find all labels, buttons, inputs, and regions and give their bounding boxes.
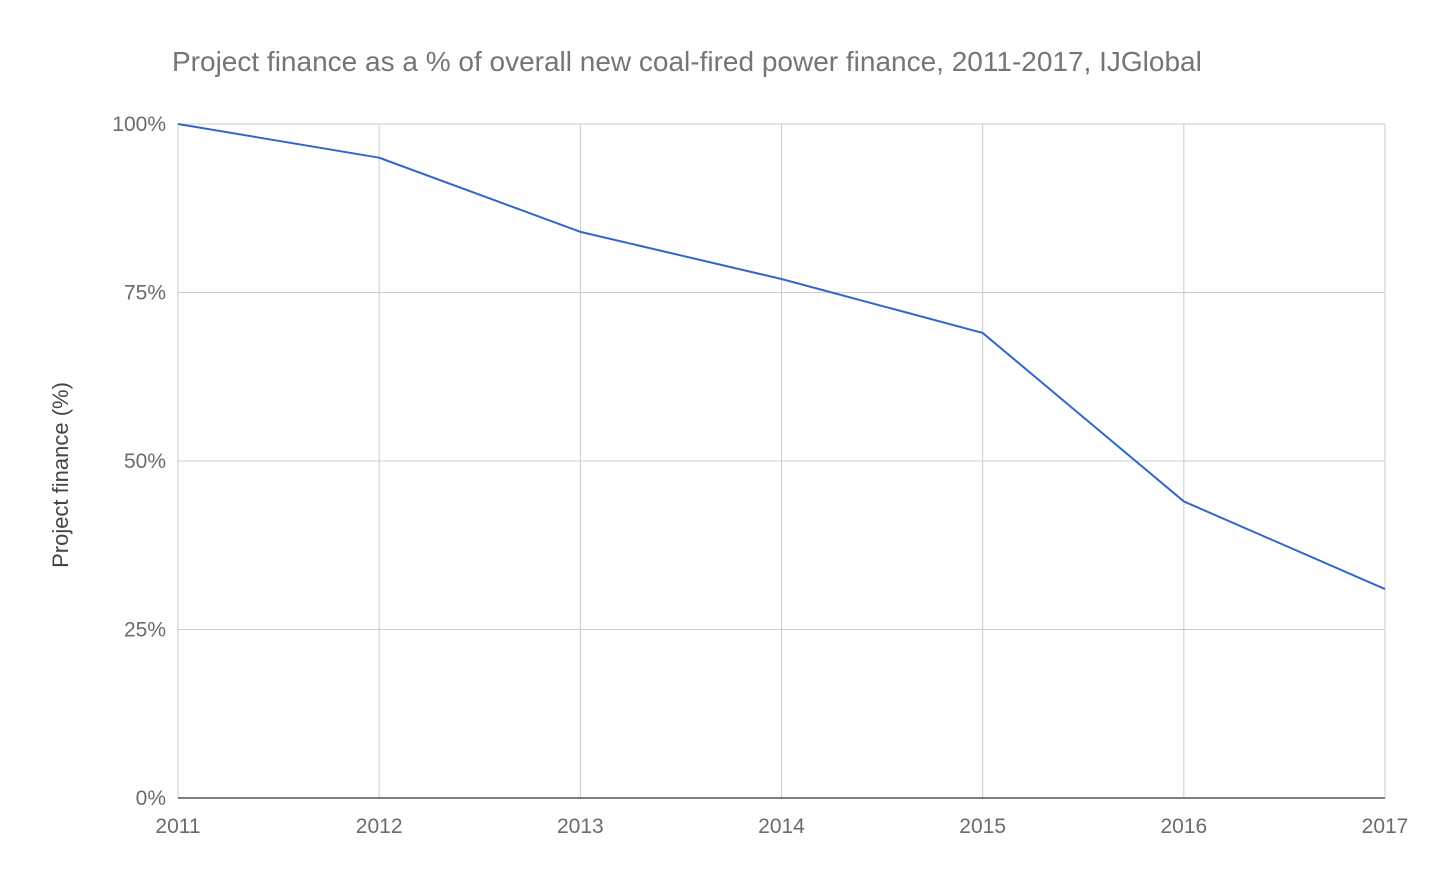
x-tick-label: 2017	[1362, 815, 1409, 838]
y-tick-label: 0%	[136, 787, 166, 810]
y-tick-label: 25%	[124, 619, 166, 642]
chart-title: Project finance as a % of overall new co…	[172, 46, 1202, 77]
series-line	[177, 123, 1386, 590]
y-tick-label: 50%	[124, 450, 166, 473]
y-axis-ticks: 0% 25% 50% 75% 100%	[112, 113, 166, 810]
x-tick-label: 2016	[1160, 815, 1207, 838]
x-axis-ticks: 2011 2012 2013 2014 2015 2016 2017	[155, 815, 1408, 838]
x-tick-label: 2015	[959, 815, 1006, 838]
grid-lines	[177, 123, 1386, 799]
x-tick-label: 2014	[758, 815, 805, 838]
x-tick-label: 2012	[356, 815, 403, 838]
y-axis-title: Project finance (%)	[48, 382, 73, 568]
y-tick-label: 100%	[112, 113, 166, 136]
x-tick-label: 2011	[155, 815, 200, 838]
series-layer	[177, 123, 1386, 590]
x-tick-label: 2013	[557, 815, 604, 838]
y-tick-label: 75%	[124, 282, 166, 305]
